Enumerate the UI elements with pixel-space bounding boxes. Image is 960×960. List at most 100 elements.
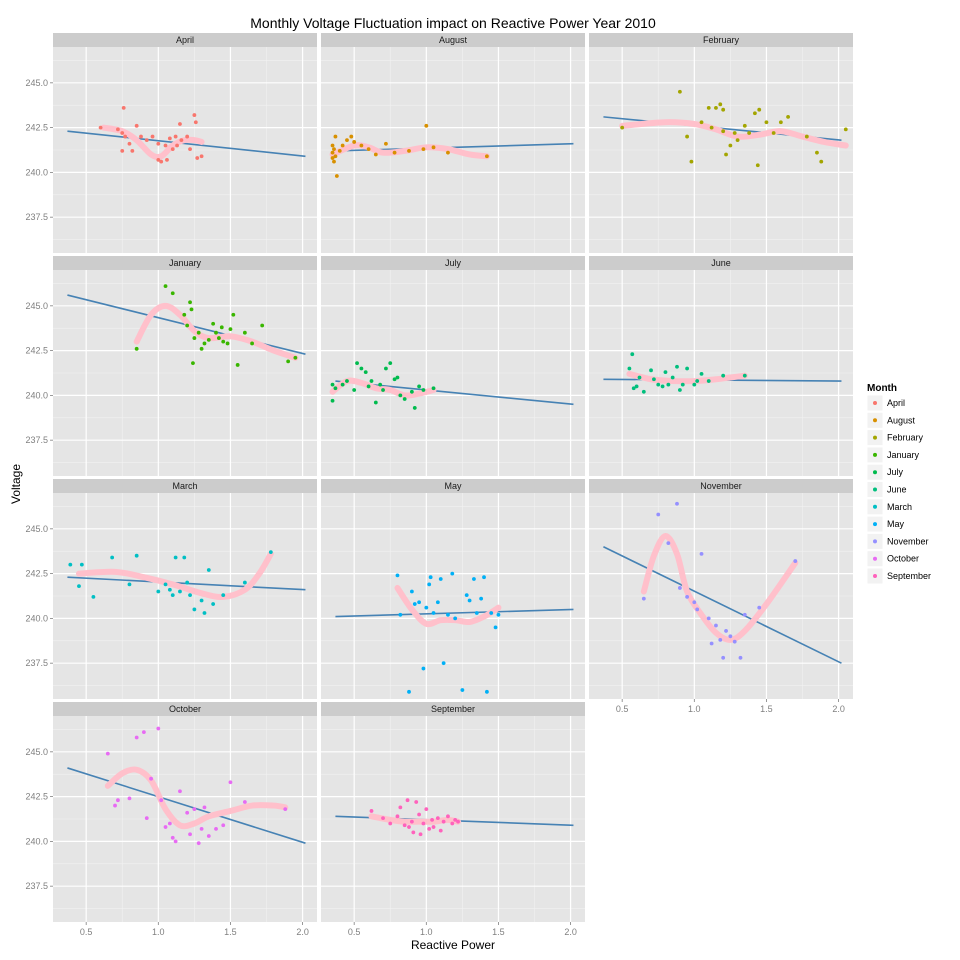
- data-point: [641, 596, 646, 601]
- legend-label: March: [887, 502, 912, 512]
- data-point: [695, 607, 700, 612]
- data-point: [330, 382, 335, 387]
- legend-item-april: April: [866, 394, 905, 412]
- data-point: [474, 611, 479, 615]
- data-point: [424, 807, 429, 812]
- data-point: [202, 611, 207, 615]
- facet-may: May: [321, 479, 585, 699]
- facet-grid: April 237.5 240.0 242.5 245.0 August February J…: [25, 33, 853, 937]
- data-point: [446, 814, 450, 819]
- data-point: [373, 400, 378, 405]
- data-point: [421, 388, 426, 392]
- data-point: [156, 157, 161, 162]
- data-point: [843, 127, 848, 132]
- legend-marker: [873, 539, 877, 544]
- smooth-curve: [329, 142, 490, 160]
- data-point: [631, 386, 636, 391]
- data-point: [144, 138, 149, 143]
- data-point: [123, 134, 128, 139]
- data-point: [366, 147, 371, 152]
- legend-item-january: January: [866, 446, 920, 464]
- data-point: [395, 814, 400, 819]
- data-point: [388, 821, 393, 826]
- smooth-curve: [394, 584, 502, 628]
- legend-marker: [873, 470, 877, 475]
- chart-title: Monthly Voltage Fluctuation impact on Re…: [250, 15, 656, 31]
- data-point: [330, 156, 335, 160]
- data-point: [330, 143, 335, 148]
- data-point: [182, 312, 187, 317]
- data-point: [685, 366, 689, 371]
- data-point: [706, 616, 711, 621]
- data-point: [121, 106, 126, 110]
- data-point: [755, 163, 760, 168]
- data-point: [714, 623, 718, 628]
- data-point: [392, 377, 397, 382]
- legend-item-november: November: [866, 532, 929, 550]
- data-point: [345, 379, 349, 383]
- data-point: [398, 612, 403, 617]
- data-point: [417, 812, 421, 817]
- facet-strip-label: November: [700, 481, 742, 491]
- data-point: [120, 131, 125, 135]
- data-point: [450, 571, 455, 576]
- legend-item-may: May: [866, 515, 905, 533]
- data-point: [417, 600, 421, 605]
- data-point: [188, 300, 192, 305]
- data-point: [460, 688, 465, 692]
- data-point: [728, 143, 733, 148]
- data-point: [656, 512, 661, 517]
- data-point: [467, 598, 472, 603]
- data-point: [407, 148, 411, 153]
- trend-line: [67, 130, 306, 158]
- legend-item-august: August: [866, 411, 916, 429]
- x-tick-label: 0.5: [616, 704, 629, 714]
- legend-item-september: September: [866, 567, 931, 585]
- data-point: [489, 611, 494, 615]
- data-point: [188, 147, 192, 152]
- facet-strip: [53, 702, 317, 716]
- data-point: [228, 327, 233, 332]
- data-point: [173, 839, 178, 844]
- data-point: [395, 573, 400, 578]
- data-point: [407, 825, 411, 829]
- data-point: [199, 598, 204, 603]
- data-point: [412, 602, 417, 606]
- data-point: [156, 726, 161, 731]
- data-point: [424, 605, 429, 610]
- data-point: [456, 819, 460, 824]
- data-point: [170, 147, 175, 152]
- data-point: [214, 826, 218, 831]
- data-point: [179, 138, 184, 143]
- data-point: [677, 586, 682, 590]
- data-point: [293, 355, 298, 360]
- data-point: [185, 810, 190, 815]
- y-tick-label: 245.0: [25, 301, 48, 311]
- smooth-curve: [133, 302, 299, 361]
- data-point: [675, 501, 679, 506]
- data-point: [163, 582, 168, 587]
- data-point: [482, 575, 486, 580]
- data-point: [421, 666, 426, 671]
- data-point: [778, 120, 783, 125]
- data-point: [409, 819, 414, 824]
- x-tick-label: 2.0: [832, 704, 845, 714]
- data-point: [196, 330, 201, 335]
- data-point: [409, 589, 414, 594]
- data-point: [182, 555, 187, 560]
- data-point: [193, 120, 198, 125]
- legend-item-march: March: [866, 498, 912, 516]
- data-point: [185, 134, 190, 139]
- data-point: [206, 834, 211, 838]
- data-point: [192, 807, 197, 812]
- data-point: [334, 174, 339, 178]
- data-point: [793, 559, 798, 563]
- data-point: [225, 341, 230, 346]
- data-point: [196, 841, 201, 846]
- data-point: [718, 102, 723, 107]
- facet-strip: [589, 33, 853, 47]
- y-tick-label: 237.5: [25, 435, 48, 445]
- data-point: [421, 147, 426, 152]
- data-point: [699, 552, 704, 556]
